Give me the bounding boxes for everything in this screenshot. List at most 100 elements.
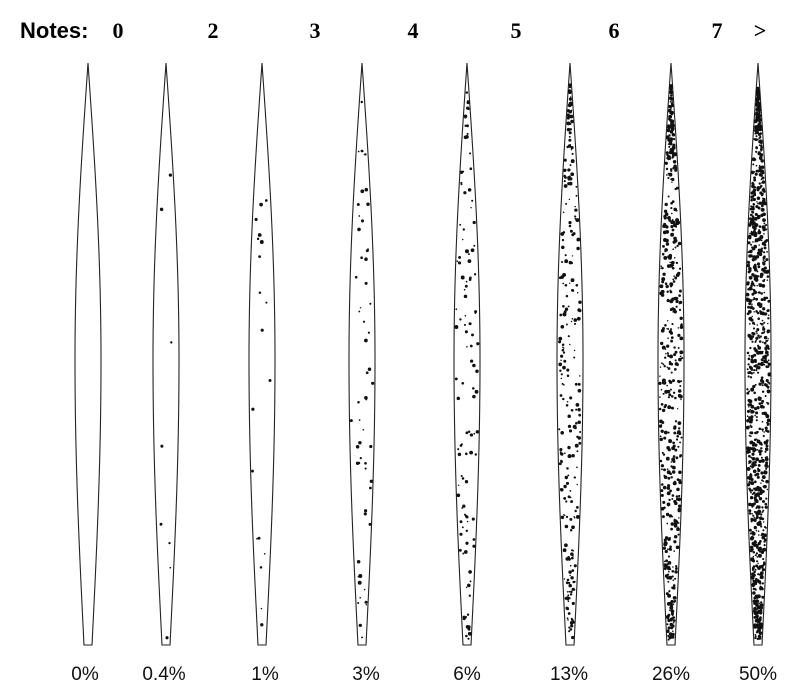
spot: [762, 500, 765, 503]
spot: [763, 233, 765, 235]
spot: [672, 579, 675, 582]
spot: [753, 496, 757, 500]
spot: [758, 168, 763, 173]
spot: [667, 580, 670, 583]
spot: [356, 203, 360, 206]
spot: [673, 499, 677, 504]
spot: [568, 83, 572, 87]
spot: [672, 280, 676, 283]
spot: [659, 459, 663, 463]
spot: [757, 90, 760, 93]
spot: [752, 189, 756, 194]
spot: [669, 308, 672, 311]
spot: [567, 594, 570, 597]
spot: [679, 350, 684, 355]
spot: [755, 419, 758, 422]
spot: [764, 456, 767, 459]
spot: [667, 618, 671, 623]
spot: [668, 218, 672, 222]
spot: [559, 448, 563, 452]
spot: [754, 554, 757, 557]
spot: [665, 592, 669, 596]
spot: [670, 465, 673, 468]
spot: [760, 213, 764, 217]
spot: [749, 489, 752, 492]
spot: [454, 325, 459, 329]
spot: [753, 615, 757, 619]
spot: [672, 240, 676, 244]
spot: [669, 101, 672, 103]
spot: [678, 480, 682, 485]
spot: [570, 159, 575, 164]
spot: [747, 261, 750, 264]
spot: [759, 571, 764, 575]
spot: [571, 601, 575, 606]
spot: [571, 549, 573, 552]
spot: [464, 330, 468, 334]
spot: [675, 261, 679, 265]
spot: [465, 91, 468, 94]
spot: [758, 605, 761, 608]
spot: [668, 575, 673, 580]
spot: [667, 124, 671, 128]
spot: [363, 588, 366, 591]
spot: [571, 233, 575, 237]
spot: [746, 312, 750, 316]
spot: [751, 285, 753, 288]
spot: [760, 159, 764, 163]
spot: [671, 177, 675, 182]
spot: [459, 444, 463, 447]
spot: [766, 488, 769, 491]
spot: [674, 396, 677, 400]
spot: [753, 516, 756, 519]
spot: [673, 540, 677, 544]
spot: [758, 427, 762, 431]
spot: [673, 426, 677, 430]
spot: [560, 488, 564, 492]
spot: [675, 567, 678, 570]
spot: [465, 634, 468, 638]
spot: [467, 631, 472, 636]
spot: [675, 545, 680, 550]
spot: [660, 424, 663, 426]
spot: [760, 482, 762, 484]
spot: [464, 284, 468, 288]
spot: [759, 492, 763, 496]
spot: [754, 587, 756, 590]
spot: [752, 542, 757, 547]
spot: [759, 587, 762, 591]
spot: [461, 507, 464, 509]
spot: [762, 187, 765, 190]
spot: [677, 347, 680, 349]
spot: [762, 509, 765, 512]
spot: [761, 241, 766, 246]
spot: [755, 150, 758, 153]
spot: [358, 574, 363, 578]
spot: [670, 220, 675, 225]
spot: [558, 340, 562, 344]
spot: [566, 368, 570, 372]
spot: [562, 397, 565, 401]
spot: [753, 570, 756, 574]
spot: [677, 421, 682, 425]
spot: [748, 512, 752, 515]
spot: [672, 160, 677, 164]
spot: [763, 544, 766, 547]
spot: [763, 321, 766, 324]
spot: [366, 202, 370, 206]
spot: [668, 547, 672, 551]
spot: [758, 340, 762, 343]
spot: [671, 297, 675, 302]
spot: [669, 388, 672, 391]
note-label: 2: [208, 18, 219, 43]
spot: [753, 171, 756, 173]
spot: [354, 275, 358, 279]
spot: [674, 448, 678, 452]
spot: [574, 208, 578, 212]
spot: [751, 157, 756, 162]
spot: [565, 202, 568, 205]
spot: [755, 164, 758, 167]
spot: [264, 199, 268, 202]
percent-label: 50%: [739, 664, 777, 683]
spot: [752, 163, 755, 166]
